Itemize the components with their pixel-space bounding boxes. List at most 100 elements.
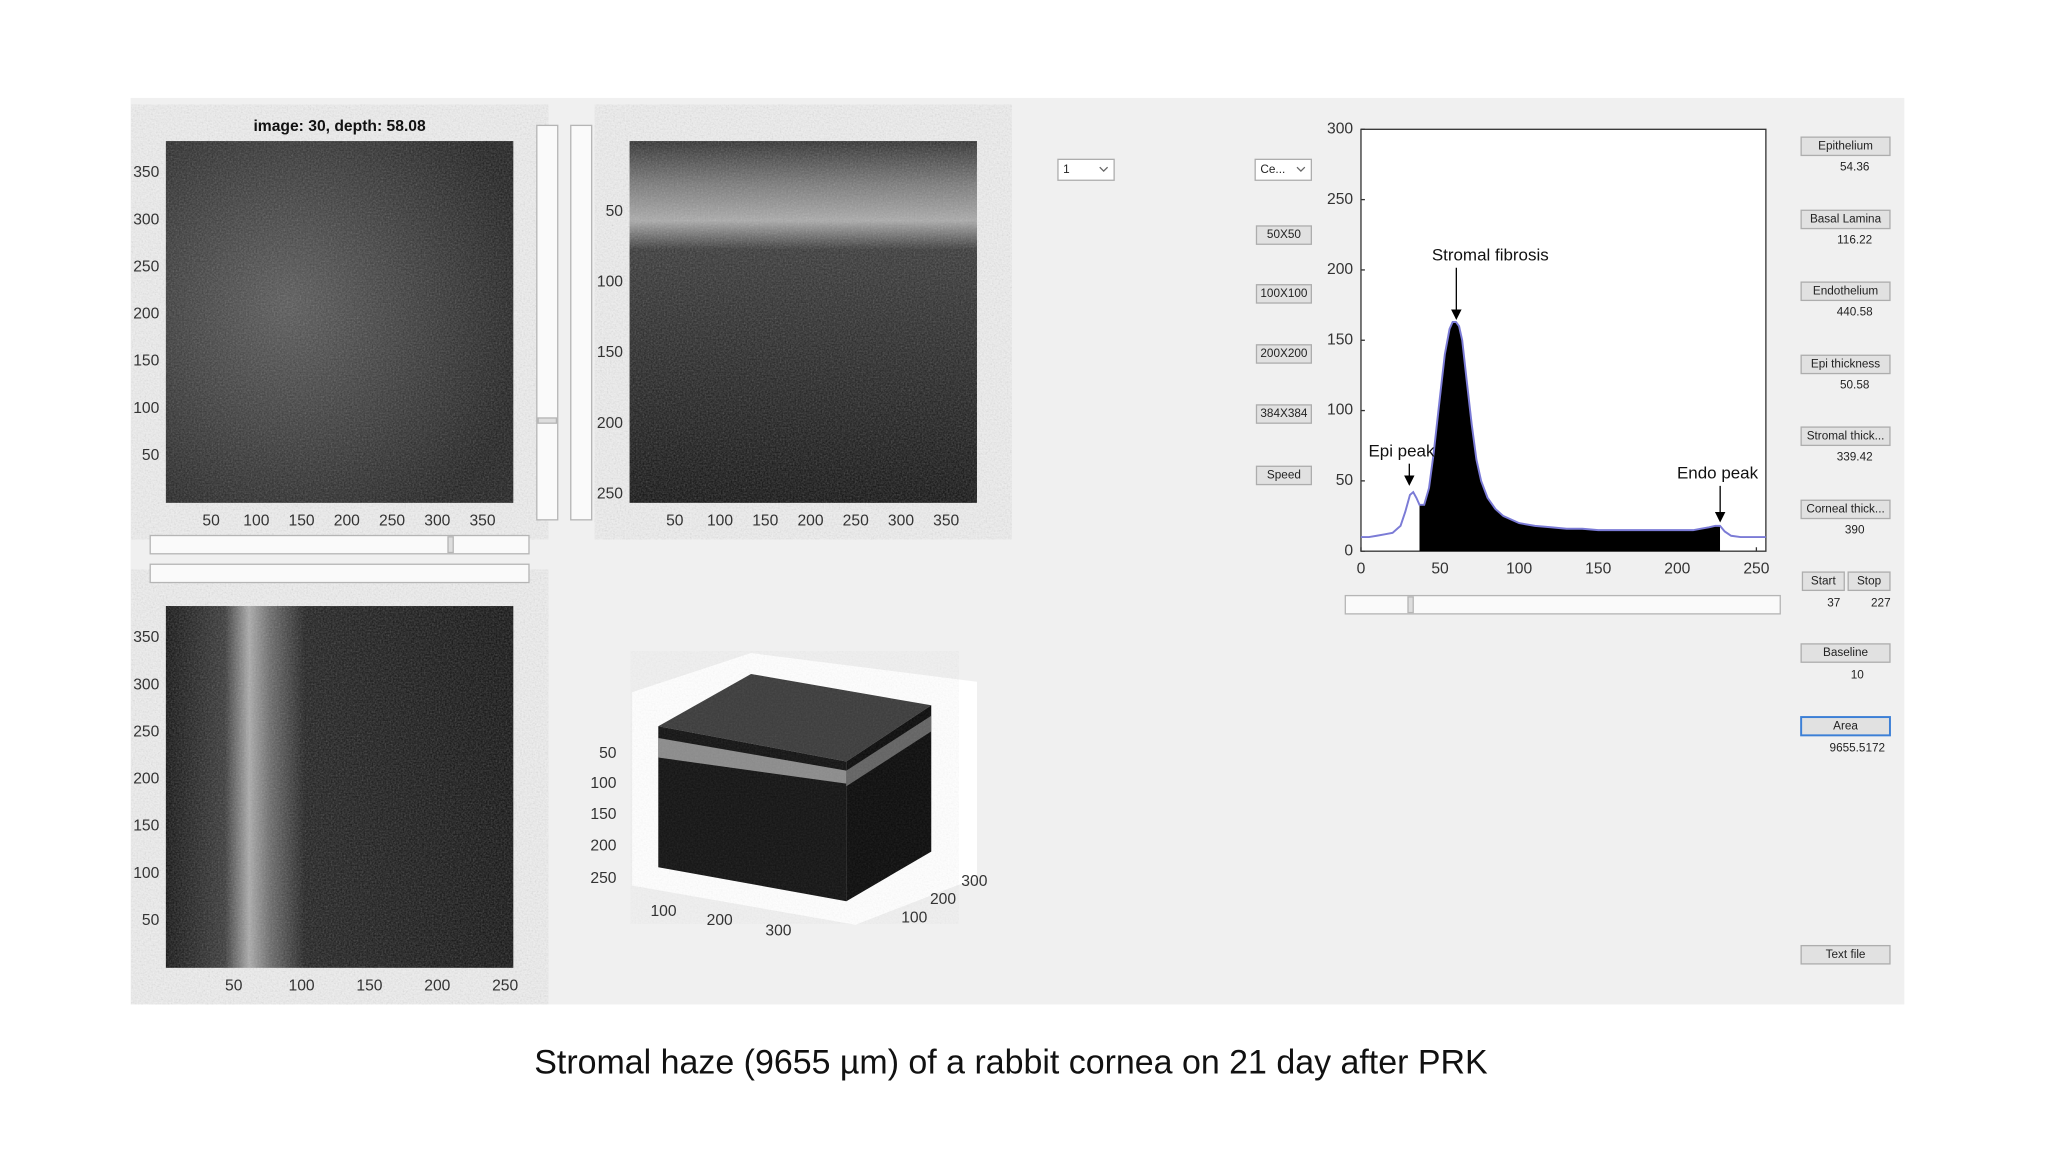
z-tick-label: 50 (599, 745, 617, 762)
y-tick-label: 300 (961, 873, 987, 890)
y-tick-label: 200 (930, 891, 956, 908)
x-tick-label: 200 (797, 512, 823, 529)
x-tick-label: 100 (289, 977, 315, 994)
button[interactable] (1255, 404, 1312, 424)
annotation: Epi peak (1368, 441, 1435, 460)
profile-chart: 0 50 100 150 200 250 0 50 100 150 200 250 300 Stromal… (1327, 120, 1770, 577)
image-texture (658, 673, 932, 902)
image-views (165, 141, 977, 968)
y-tick-label: 100 (901, 909, 927, 926)
y-tick-label: 300 (133, 676, 159, 693)
dropdown[interactable] (1254, 158, 1312, 181)
x-tick-label: 50 (1431, 561, 1449, 578)
x-tick-label: 350 (469, 512, 495, 529)
value-text: 390 (1845, 523, 1865, 536)
x-tick-label: 50 (225, 977, 243, 994)
y-tick-label: 300 (133, 211, 159, 228)
y-tick-label: 100 (597, 274, 623, 291)
y-tick-label: 200 (597, 415, 623, 432)
plot-area (1360, 128, 1767, 552)
text-file-button[interactable] (1800, 944, 1891, 965)
x-tick-label: 300 (424, 512, 450, 529)
x-tick-label: 0 (1357, 561, 1366, 578)
dropdown-value: 1 (1063, 163, 1070, 176)
slider-thumb (537, 417, 558, 424)
button[interactable] (1255, 284, 1312, 304)
start-button[interactable] (1801, 571, 1845, 592)
y-tick-label: 0 (1344, 542, 1353, 559)
y-tick-label: 250 (1327, 191, 1353, 208)
h-slider[interactable] (149, 563, 530, 584)
measure-button-label: Epithelium (1818, 139, 1873, 152)
stop-button-label: Stop (1857, 574, 1882, 587)
x-tick-label: 200 (1664, 561, 1690, 578)
button[interactable] (1255, 225, 1312, 245)
area-button-label: Area (1833, 719, 1858, 732)
slider-thumb (1407, 596, 1414, 614)
text-file-button-label: Text file (1826, 948, 1866, 961)
y-tick-label: 100 (133, 400, 159, 417)
y-tick-label: 200 (133, 771, 159, 788)
image-texture (165, 141, 514, 503)
caption: Stromal haze (9655 µm) of a rabbit corne… (534, 1043, 1488, 1081)
h-slider[interactable] (1344, 594, 1781, 615)
dropdown[interactable] (1057, 158, 1115, 181)
x-tick-label: 200 (424, 977, 450, 994)
y-tick-label: 50 (1336, 472, 1354, 489)
image-title: image: 30, depth: 58.08 (253, 118, 426, 135)
baseline-button-label: Baseline (1823, 646, 1869, 659)
y-tick-label: 150 (1327, 331, 1353, 348)
measure-button-label: Stromal thick... (1807, 429, 1885, 442)
y-tick-label: 50 (606, 203, 624, 220)
measure-button[interactable] (1800, 209, 1891, 230)
x-tick-label: 250 (1743, 561, 1769, 578)
x-tick-label: 100 (707, 512, 733, 529)
measure-button[interactable] (1800, 354, 1891, 375)
z-tick-label: 250 (590, 870, 616, 887)
y-tick-label: 150 (597, 344, 623, 361)
baseline-button[interactable] (1800, 643, 1891, 663)
profile-line (1360, 320, 1766, 539)
y-tick-label: 50 (142, 447, 160, 464)
button-label: 100X100 (1260, 287, 1308, 300)
y-tick-label: 250 (133, 723, 159, 740)
button-label: 50X50 (1267, 228, 1301, 241)
y-tick-label: 200 (133, 306, 159, 323)
volume-view (632, 653, 977, 925)
z-tick-label: 200 (590, 838, 616, 855)
y-tick-label: 350 (133, 164, 159, 181)
annotation: Endo peak (1677, 464, 1759, 483)
measure-button[interactable] (1800, 499, 1891, 520)
sliders (149, 124, 1781, 615)
v-slider[interactable] (570, 124, 593, 521)
x-tick-label: 50 (666, 512, 684, 529)
y-tick-label: 250 (133, 258, 159, 275)
button[interactable] (1255, 344, 1312, 364)
y-tick-label: 200 (1327, 261, 1353, 278)
y-tick-label: 50 (142, 912, 160, 929)
x-tick-label: 350 (933, 512, 959, 529)
y-tick-label: 150 (133, 818, 159, 835)
h-slider[interactable] (149, 534, 530, 555)
area-button[interactable] (1800, 716, 1891, 737)
x-tick-label: 150 (356, 977, 382, 994)
value-text: 440.58 (1837, 305, 1873, 318)
value-text: 10 (1851, 668, 1865, 681)
v-slider[interactable] (536, 124, 559, 521)
value-text: 54.36 (1840, 160, 1870, 173)
measure-button[interactable] (1800, 426, 1891, 447)
value-text: 227 (1871, 597, 1891, 610)
measure-button[interactable] (1800, 281, 1891, 302)
x-tick-label: 150 (1585, 561, 1611, 578)
x-tick-label: 100 (650, 903, 676, 920)
stop-button[interactable] (1847, 571, 1891, 592)
image-texture (165, 606, 514, 968)
x-tick-label: 300 (888, 512, 914, 529)
y-tick-label: 150 (133, 353, 159, 370)
measure-button[interactable] (1800, 136, 1891, 157)
x-tick-label: 50 (202, 512, 220, 529)
button[interactable] (1255, 465, 1312, 486)
x-tick-label: 150 (752, 512, 778, 529)
x-tick-label: 250 (379, 512, 405, 529)
